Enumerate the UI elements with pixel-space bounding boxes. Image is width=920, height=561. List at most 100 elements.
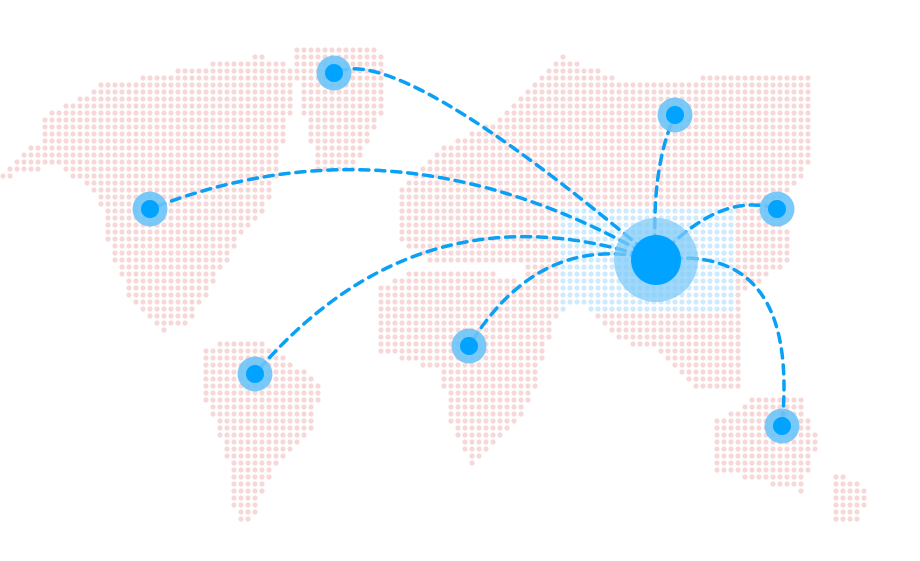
highlight-dot [574, 243, 580, 249]
land-dot [469, 453, 475, 459]
land-dot [196, 166, 202, 172]
land-dot [532, 257, 538, 263]
highlight-dot [609, 264, 615, 270]
node-greenland-icon[interactable] [316, 55, 352, 91]
land-dot [49, 131, 55, 137]
land-dot [448, 208, 454, 214]
land-dot [448, 376, 454, 382]
land-dot [112, 215, 118, 221]
land-dot [231, 68, 237, 74]
land-dot [742, 460, 748, 466]
land-dot [490, 194, 496, 200]
land-dot [805, 432, 811, 438]
land-dot [119, 243, 125, 249]
land-dot [175, 313, 181, 319]
land-dot [490, 145, 496, 151]
land-dot [805, 131, 811, 137]
land-dot [518, 117, 524, 123]
land-dot [161, 327, 167, 333]
land-dot [630, 173, 636, 179]
land-dot [161, 320, 167, 326]
land-dot [707, 341, 713, 347]
land-dot [329, 89, 335, 95]
land-dot [175, 110, 181, 116]
land-dot [539, 180, 545, 186]
land-dot [791, 117, 797, 123]
land-dot [644, 320, 650, 326]
land-dot [532, 173, 538, 179]
node-south-america-icon[interactable] [237, 356, 273, 392]
land-dot [777, 145, 783, 151]
land-dot [525, 285, 531, 291]
land-dot [497, 411, 503, 417]
node-russia-icon[interactable] [657, 97, 693, 133]
node-australia-icon[interactable] [764, 408, 800, 444]
highlight-dot [602, 278, 608, 284]
land-dot [203, 355, 209, 361]
land-dot [728, 425, 734, 431]
land-dot [245, 208, 251, 214]
land-dot [308, 383, 314, 389]
land-dot [749, 208, 755, 214]
land-dot [119, 103, 125, 109]
node-japan-icon[interactable] [759, 191, 795, 227]
land-dot [455, 327, 461, 333]
land-dot [266, 446, 272, 452]
land-dot [721, 159, 727, 165]
land-dot [434, 166, 440, 172]
highlight-dot [637, 208, 643, 214]
hub-node-icon[interactable] [614, 218, 698, 302]
land-dot [609, 159, 615, 165]
land-dot [742, 173, 748, 179]
highlight-dot [574, 250, 580, 256]
land-dot [441, 383, 447, 389]
land-dot [595, 187, 601, 193]
land-dot [700, 138, 706, 144]
land-dot [714, 320, 720, 326]
land-dot [98, 110, 104, 116]
land-dot [749, 439, 755, 445]
land-dot [182, 201, 188, 207]
land-dot [679, 369, 685, 375]
land-dot [714, 362, 720, 368]
land-dot [553, 138, 559, 144]
node-africa-icon[interactable] [451, 328, 487, 364]
land-dot [399, 194, 405, 200]
land-dot [672, 152, 678, 158]
land-dot [161, 180, 167, 186]
land-dot [196, 173, 202, 179]
land-dot [714, 75, 720, 81]
land-dot [567, 82, 573, 88]
land-dot [133, 285, 139, 291]
land-dot [406, 236, 412, 242]
highlight-dot [609, 299, 615, 305]
land-dot [518, 313, 524, 319]
land-dot [770, 152, 776, 158]
land-dot [189, 215, 195, 221]
land-dot [812, 439, 818, 445]
land-dot [644, 131, 650, 137]
land-dot [490, 124, 496, 130]
land-dot [378, 82, 384, 88]
land-dot [147, 313, 153, 319]
land-dot [455, 362, 461, 368]
land-dot [567, 159, 573, 165]
land-dot [231, 166, 237, 172]
land-dot [721, 187, 727, 193]
land-dot [679, 348, 685, 354]
land-dot [105, 152, 111, 158]
land-dot [252, 397, 258, 403]
land-dot [735, 376, 741, 382]
land-dot [588, 82, 594, 88]
land-dot [735, 82, 741, 88]
land-dot [469, 425, 475, 431]
land-dot [161, 152, 167, 158]
highlight-dot [721, 292, 727, 298]
node-north-america-icon[interactable] [132, 191, 168, 227]
land-dot [91, 152, 97, 158]
land-dot [105, 201, 111, 207]
land-dot [791, 131, 797, 137]
land-dot [623, 103, 629, 109]
land-dot [133, 222, 139, 228]
land-dot [343, 145, 349, 151]
